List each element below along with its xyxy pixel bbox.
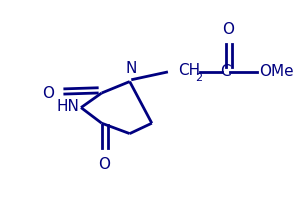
Text: N: N — [125, 61, 137, 76]
Text: OMe: OMe — [259, 64, 294, 79]
Text: HN: HN — [57, 99, 80, 114]
Text: CH: CH — [178, 63, 201, 78]
Text: O: O — [98, 157, 111, 172]
Text: O: O — [42, 85, 55, 100]
Text: C: C — [220, 64, 231, 79]
Text: 2: 2 — [195, 73, 203, 83]
Text: O: O — [222, 22, 235, 37]
